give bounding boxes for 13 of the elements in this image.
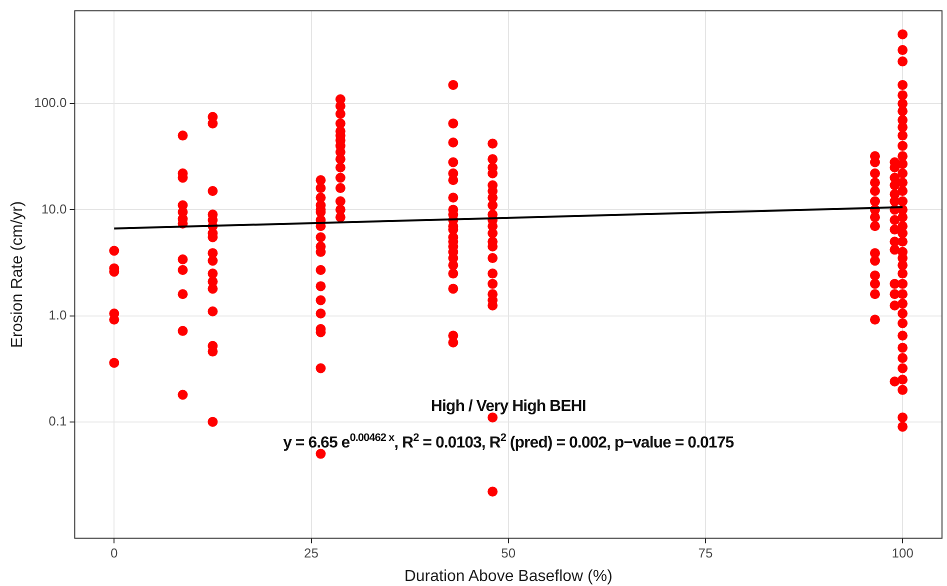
y-tick-label: 100.0 bbox=[34, 95, 67, 110]
x-tick-label: 0 bbox=[110, 546, 118, 561]
annotation: High / Very High BEHI bbox=[430, 398, 587, 416]
x-tick-label: 75 bbox=[698, 546, 713, 561]
y-axis-title: Erosion Rate (cm/yr) bbox=[9, 201, 26, 348]
y-tick-label: 1.0 bbox=[48, 307, 67, 322]
x-tick-label: 25 bbox=[304, 546, 318, 561]
x-tick-label: 50 bbox=[501, 546, 516, 561]
x-tick-label: 100 bbox=[892, 546, 914, 561]
y-tick-label: 10.0 bbox=[41, 201, 67, 216]
annotation: y = 6.65 e$^{0.00462 x}$, R$^{2}$ = 0.0103, R$^{2}$ (pred) = 0.002, p−value = 0.0175 bbox=[282, 432, 735, 452]
y-tick-label: 0.1 bbox=[48, 413, 67, 428]
x-axis-title: Duration Above Baseflow (%) bbox=[404, 568, 612, 585]
